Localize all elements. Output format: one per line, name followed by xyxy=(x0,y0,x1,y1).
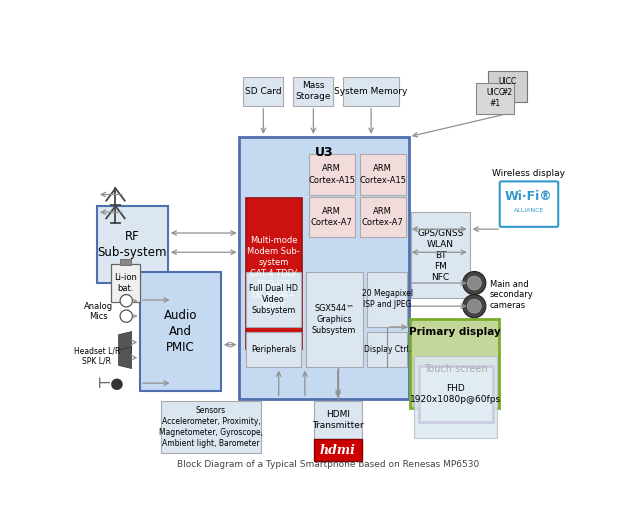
Bar xyxy=(308,197,355,237)
Bar xyxy=(140,271,221,391)
Circle shape xyxy=(467,276,481,290)
Text: Display Ctrl.: Display Ctrl. xyxy=(364,345,411,354)
Text: Primary display: Primary display xyxy=(409,327,500,337)
Text: ⊢●: ⊢● xyxy=(98,376,124,391)
Text: hdmi: hdmi xyxy=(320,444,356,457)
Text: ARM
Cortex-A7: ARM Cortex-A7 xyxy=(362,207,404,227)
Text: UICC
#2: UICC #2 xyxy=(499,77,516,97)
Text: Mass
Storage: Mass Storage xyxy=(296,81,331,101)
Bar xyxy=(161,401,261,453)
Bar xyxy=(410,319,499,408)
Text: HDMI
Transmitter: HDMI Transmitter xyxy=(312,410,364,430)
Text: Block Diagram of a Typical Smartphone based on Renesas MP6530: Block Diagram of a Typical Smartphone ba… xyxy=(177,460,479,469)
Circle shape xyxy=(120,295,132,307)
Text: U3: U3 xyxy=(315,146,333,159)
Bar xyxy=(111,264,140,302)
Circle shape xyxy=(120,310,132,322)
Bar xyxy=(246,332,301,367)
Bar xyxy=(360,197,406,237)
Bar xyxy=(367,332,407,367)
Text: Touch screen: Touch screen xyxy=(424,364,488,374)
Text: ARM
Cortex-A7: ARM Cortex-A7 xyxy=(311,207,353,227)
Text: SD Card: SD Card xyxy=(245,87,282,96)
Text: Full Dual HD
Video
Subsystem: Full Dual HD Video Subsystem xyxy=(249,284,298,315)
Text: Wi·Fi®: Wi·Fi® xyxy=(505,190,553,202)
Text: Li-ion
bat.: Li-ion bat. xyxy=(114,273,137,293)
Text: FHD
1920x1080p@60fps: FHD 1920x1080p@60fps xyxy=(410,384,501,404)
Bar xyxy=(97,206,168,283)
Bar xyxy=(246,271,301,327)
Text: Peripherals: Peripherals xyxy=(251,345,296,354)
Bar xyxy=(488,72,527,102)
Text: 20 Megapixel
ISP and JPEG: 20 Megapixel ISP and JPEG xyxy=(362,289,413,310)
Text: ALLIANCE: ALLIANCE xyxy=(514,208,544,213)
Text: Wireless display: Wireless display xyxy=(492,169,566,178)
Bar xyxy=(308,154,355,195)
FancyBboxPatch shape xyxy=(500,181,558,227)
Bar xyxy=(414,356,497,438)
Bar xyxy=(293,77,333,106)
Bar xyxy=(411,212,470,298)
Bar xyxy=(306,271,363,367)
Text: GPS/GNSS
WLAN
BT
FM
NFC: GPS/GNSS WLAN BT FM NFC xyxy=(417,228,463,282)
Text: System Memory: System Memory xyxy=(335,87,408,96)
Bar xyxy=(239,137,409,399)
Bar xyxy=(419,366,493,422)
Bar xyxy=(120,259,131,264)
Bar xyxy=(360,154,406,195)
Bar xyxy=(344,77,399,106)
Bar xyxy=(314,401,362,439)
Text: Analog
Mics: Analog Mics xyxy=(84,302,113,321)
Text: Main and
secondary
cameras: Main and secondary cameras xyxy=(490,280,534,310)
Bar xyxy=(243,77,284,106)
Text: RF
Sub-system: RF Sub-system xyxy=(98,230,167,259)
Bar xyxy=(246,198,302,349)
Text: SGX544™
Graphics
Subsystem: SGX544™ Graphics Subsystem xyxy=(312,304,356,335)
Circle shape xyxy=(463,295,486,317)
Circle shape xyxy=(467,299,481,313)
Polygon shape xyxy=(118,347,132,368)
Bar xyxy=(367,271,407,327)
Bar xyxy=(476,83,515,113)
Text: ARM
Cortex-A15: ARM Cortex-A15 xyxy=(308,164,355,184)
Circle shape xyxy=(463,271,486,295)
Text: UICC
#1: UICC #1 xyxy=(486,88,504,108)
Text: Audio
And
PMIC: Audio And PMIC xyxy=(164,308,197,354)
Text: Sensors
Accelerometer, Proximity,
Magnetometer, Gyroscope,
Ambient light, Barome: Sensors Accelerometer, Proximity, Magnet… xyxy=(159,406,263,448)
Bar xyxy=(314,439,362,461)
Text: Headset L/R
SPK L/R: Headset L/R SPK L/R xyxy=(74,347,120,366)
Text: Multi-mode
Modem Sub-
system
CAT-4 TDD/
FDD-LTE
DC-HSPA+
EDGE: Multi-mode Modem Sub- system CAT-4 TDD/ … xyxy=(247,236,300,311)
Text: ARM
Cortex-A15: ARM Cortex-A15 xyxy=(359,164,406,184)
Polygon shape xyxy=(118,332,132,353)
